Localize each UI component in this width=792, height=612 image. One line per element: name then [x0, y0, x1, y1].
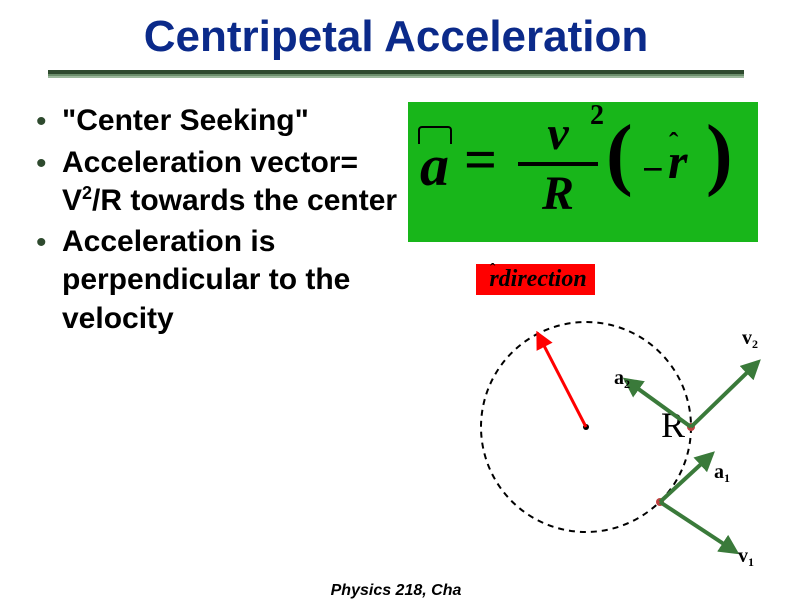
- formula-eq: =: [464, 126, 497, 193]
- bullet-text-1: "Center Seeking": [62, 102, 309, 140]
- title-underline: [48, 70, 744, 78]
- svg-text:R: R: [661, 405, 685, 445]
- bullet-item: • "Center Seeking": [36, 102, 416, 142]
- bullet-item: • Acceleration vector= V2/R towards the …: [36, 144, 416, 221]
- formula-r: r: [668, 132, 687, 190]
- formula-box: a = v2 R ( − ˆ r ): [408, 102, 758, 242]
- bullet-dot-icon: •: [36, 102, 62, 142]
- slide-title: Centripetal Acceleration: [0, 0, 792, 68]
- formula-numerator: v2: [518, 110, 598, 158]
- bullet-dot-icon: •: [36, 223, 62, 263]
- formula-minus: −: [642, 148, 664, 192]
- bullet-item: • Acceleration is perpendicular to the v…: [36, 223, 416, 338]
- bullet-list: • "Center Seeking" • Acceleration vector…: [36, 102, 416, 340]
- formula-fraction: v2 R: [518, 110, 598, 218]
- fraction-bar-icon: [518, 162, 598, 166]
- formula-rparen: ): [706, 114, 733, 194]
- svg-text:v2: v2: [742, 327, 758, 351]
- formula-a: a: [420, 132, 449, 199]
- svg-text:a2: a2: [614, 367, 630, 391]
- formula-lparen: (: [606, 114, 633, 194]
- bullet-text-2: Acceleration vector= V2/R towards the ce…: [62, 144, 416, 221]
- svg-text:v1: v1: [738, 545, 754, 569]
- circular-motion-diagram: Rv1 a1 v2 a2: [436, 262, 766, 572]
- svg-text:a1: a1: [714, 461, 730, 485]
- bullet-text-3: Acceleration is perpendicular to the vel…: [62, 223, 416, 338]
- bullet-dot-icon: •: [36, 144, 62, 184]
- formula-denominator: R: [518, 170, 598, 218]
- footer-text: Physics 218, Cha: [0, 582, 792, 600]
